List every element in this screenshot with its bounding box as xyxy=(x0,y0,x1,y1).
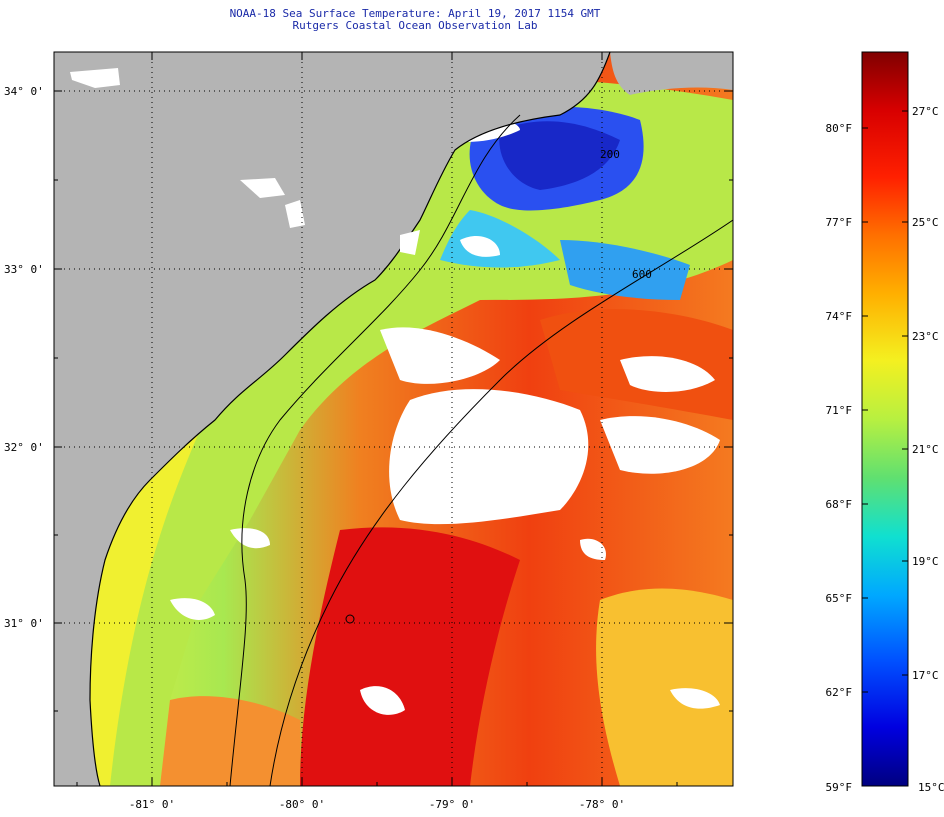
gulf-stream-core xyxy=(300,527,520,786)
lon-label-80: -80° 0' xyxy=(279,798,325,811)
colorbar-f-label: 80°F xyxy=(826,122,853,135)
colorbar-f-label: 65°F xyxy=(826,592,853,605)
cool-water-patch-2 xyxy=(560,240,690,300)
lat-label-33: 33° 0' xyxy=(4,263,44,276)
colorbar-f-label: 59°F xyxy=(826,781,853,794)
lon-label-81: -81° 0' xyxy=(129,798,175,811)
contour-label-200: 200 xyxy=(600,148,620,161)
colorbar-c-label: 27°C xyxy=(912,105,939,118)
colorbar-f-label: 62°F xyxy=(826,686,853,699)
colorbar-c-label: 23°C xyxy=(912,330,939,343)
map-panel xyxy=(54,52,733,786)
coastline xyxy=(89,52,611,786)
offshore-yellow-patch xyxy=(596,588,733,786)
land-mass-ne xyxy=(610,52,733,95)
colorbar-f-label: 77°F xyxy=(826,216,853,229)
colorbar xyxy=(861,51,909,787)
map-title: NOAA-18 Sea Surface Temperature: April 1… xyxy=(229,7,601,20)
isobath-600 xyxy=(269,219,733,786)
colorbar-c-label: 21°C xyxy=(912,443,939,456)
colorbar-c-label: 17°C xyxy=(912,669,939,682)
lat-label-31: 31° 0' xyxy=(4,617,44,630)
cold-water-core xyxy=(499,121,620,190)
axis-ticks xyxy=(54,52,733,786)
isobath-200 xyxy=(229,114,521,786)
southern-warm-patch xyxy=(160,696,300,786)
colorbar-f-ticks: 80°F 77°F 74°F 71°F 68°F 65°F 62°F 59°F xyxy=(826,122,868,794)
graticule xyxy=(54,52,733,786)
colorbar-c-label: 15°C xyxy=(918,781,944,794)
colorbar-f-label: 71°F xyxy=(826,404,853,417)
lat-label-32: 32° 0' xyxy=(4,441,44,454)
map-frame xyxy=(53,51,734,787)
colorbar-f-label: 68°F xyxy=(826,498,853,511)
lon-label-78: -78° 0' xyxy=(579,798,625,811)
lat-label-34: 34° 0' xyxy=(4,85,44,98)
land-mass xyxy=(54,52,610,786)
cool-water-patch xyxy=(440,210,560,268)
colorbar-f-label: 74°F xyxy=(826,310,853,323)
land-cloud-mask xyxy=(70,68,420,255)
lon-label-79: -79° 0' xyxy=(429,798,475,811)
contour-label-600: 600 xyxy=(632,268,652,281)
map-subtitle: Rutgers Coastal Ocean Observation Lab xyxy=(292,19,538,32)
colorbar-c-label: 25°C xyxy=(912,216,939,229)
colorbar-c-label: 19°C xyxy=(912,555,939,568)
colorbar-c-ticks: 27°C 25°C 23°C 21°C 19°C 17°C 15°C xyxy=(902,105,944,794)
